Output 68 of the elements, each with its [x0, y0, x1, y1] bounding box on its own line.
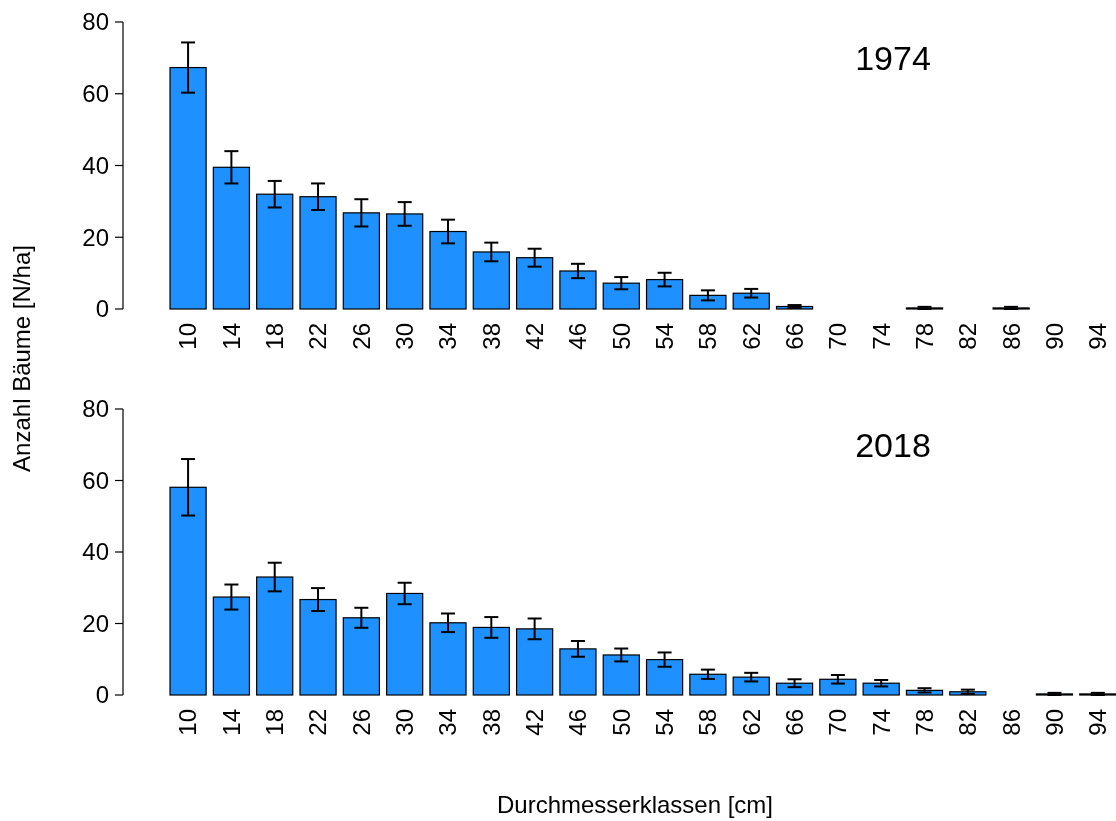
bar — [602, 282, 640, 310]
x-tick-label: 34 — [434, 323, 462, 350]
x-tick-label: 46 — [564, 709, 592, 736]
x-tick-label: 74 — [867, 709, 895, 736]
x-tick-label: 78 — [910, 709, 938, 736]
x-tick-label: 58 — [694, 709, 722, 736]
y-tick-label: 60 — [82, 466, 109, 494]
y-tick-label: 40 — [82, 538, 109, 566]
x-tick-label: 14 — [217, 323, 245, 350]
y-tick-label: 0 — [95, 295, 109, 323]
x-tick-label: 42 — [521, 323, 549, 350]
x-tick-label: 10 — [174, 709, 202, 736]
x-tick-label: 50 — [607, 709, 635, 736]
x-tick-label: 26 — [347, 323, 375, 350]
x-tick-label: 82 — [954, 709, 982, 736]
x-tick-label: 66 — [780, 323, 808, 350]
x-tick-label: 82 — [954, 323, 982, 350]
text: 1974 — [855, 39, 931, 77]
x-tick-label: 94 — [1084, 709, 1112, 736]
x-tick-label: 62 — [737, 323, 765, 350]
x-tick-label: 38 — [477, 323, 505, 350]
y-tick-label: 80 — [82, 8, 109, 36]
bar — [645, 278, 684, 310]
x-tick-label: 66 — [780, 709, 808, 736]
x-tick-label: 86 — [997, 709, 1025, 736]
x-tick-label: 30 — [391, 709, 419, 736]
x-tick-label: 54 — [650, 709, 678, 736]
x-tick-label: 54 — [650, 323, 678, 350]
y-tick-label: 20 — [82, 609, 109, 637]
x-tick-label: 38 — [477, 709, 505, 736]
y-tick-label: 40 — [82, 151, 109, 179]
x-tick-label: 58 — [694, 323, 722, 350]
bar — [862, 682, 900, 696]
x-tick-label: 30 — [391, 323, 419, 350]
y-axis-title: Anzahl Bäume [N/ha] — [8, 245, 35, 472]
x-tick-label: 18 — [261, 323, 289, 350]
x-tick-label: 42 — [521, 709, 549, 736]
bar — [689, 673, 727, 696]
bar — [732, 292, 770, 310]
bar — [732, 676, 770, 696]
x-tick-label: 90 — [1040, 323, 1068, 350]
x-tick-label: 74 — [867, 323, 895, 350]
text: 2018 — [855, 426, 931, 464]
x-tick-label: 22 — [304, 323, 332, 350]
x-tick-label: 14 — [217, 709, 245, 736]
bar — [819, 678, 857, 696]
x-tick-label: 34 — [434, 709, 462, 736]
x-tick-label: 90 — [1040, 709, 1068, 736]
y-tick-label: 80 — [82, 395, 109, 423]
x-tick-label: 86 — [997, 323, 1025, 350]
bar — [602, 654, 640, 696]
y-tick-label: 20 — [82, 223, 109, 251]
y-tick-label: 60 — [82, 80, 109, 108]
x-tick-label: 50 — [607, 323, 635, 350]
x-axis-title: Durchmesserklassen [cm] — [496, 791, 774, 818]
bar — [689, 294, 727, 310]
x-tick-label: 18 — [261, 709, 289, 736]
x-tick-label: 70 — [824, 709, 852, 736]
bar — [775, 682, 814, 696]
x-tick-label: 70 — [824, 323, 852, 350]
x-tick-label: 26 — [347, 709, 375, 736]
x-tick-label: 94 — [1084, 323, 1112, 350]
x-tick-label: 22 — [304, 709, 332, 736]
x-tick-label: 10 — [174, 323, 202, 350]
x-tick-label: 62 — [737, 709, 765, 736]
x-tick-label: 78 — [910, 323, 938, 350]
x-tick-label: 46 — [564, 323, 592, 350]
y-tick-label: 0 — [95, 681, 109, 709]
